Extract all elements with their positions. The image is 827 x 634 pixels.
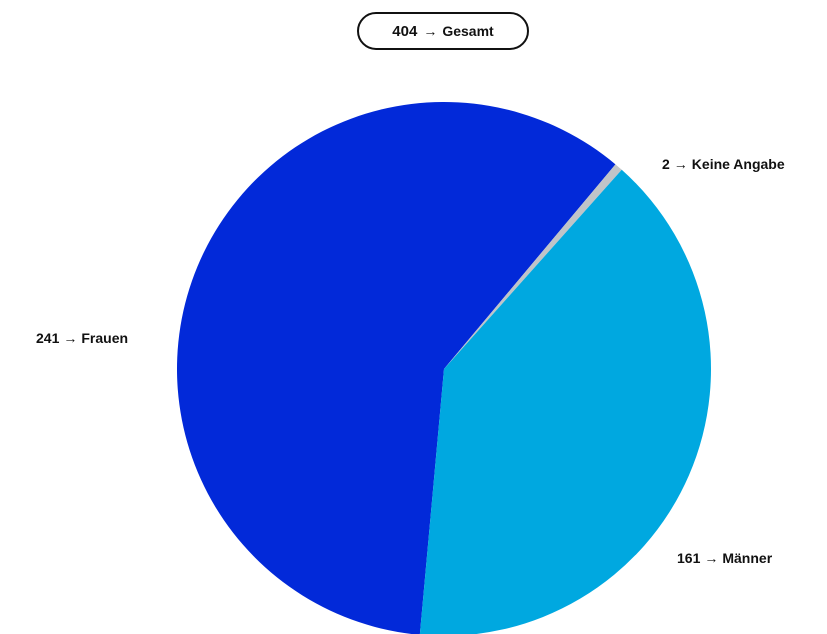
pie-slice-keine-angabe bbox=[444, 164, 622, 369]
pie-slice-männer bbox=[419, 169, 711, 634]
arrow-right-icon: → bbox=[423, 23, 438, 39]
slice-label-frauen: 241 → Frauen bbox=[36, 330, 128, 346]
arrow-right-icon: → bbox=[63, 330, 78, 346]
arrow-right-icon: → bbox=[673, 156, 688, 172]
total-value: 404 bbox=[392, 22, 418, 40]
total-badge: 404 → Gesamt bbox=[357, 12, 529, 50]
slice-name: Frauen bbox=[81, 330, 129, 346]
slice-label-keine-angabe: 2 → Keine Angabe bbox=[662, 156, 785, 172]
slice-label-maenner: 161 → Männer bbox=[677, 550, 772, 566]
arrow-right-icon: → bbox=[704, 550, 719, 566]
slice-name: Keine Angabe bbox=[691, 156, 785, 172]
pie-slice-frauen bbox=[177, 102, 616, 634]
slice-name: Männer bbox=[722, 550, 773, 566]
slice-value: 241 bbox=[36, 330, 60, 346]
slice-value: 2 bbox=[662, 156, 670, 172]
total-label: Gesamt bbox=[442, 23, 494, 39]
slice-value: 161 bbox=[677, 550, 701, 566]
